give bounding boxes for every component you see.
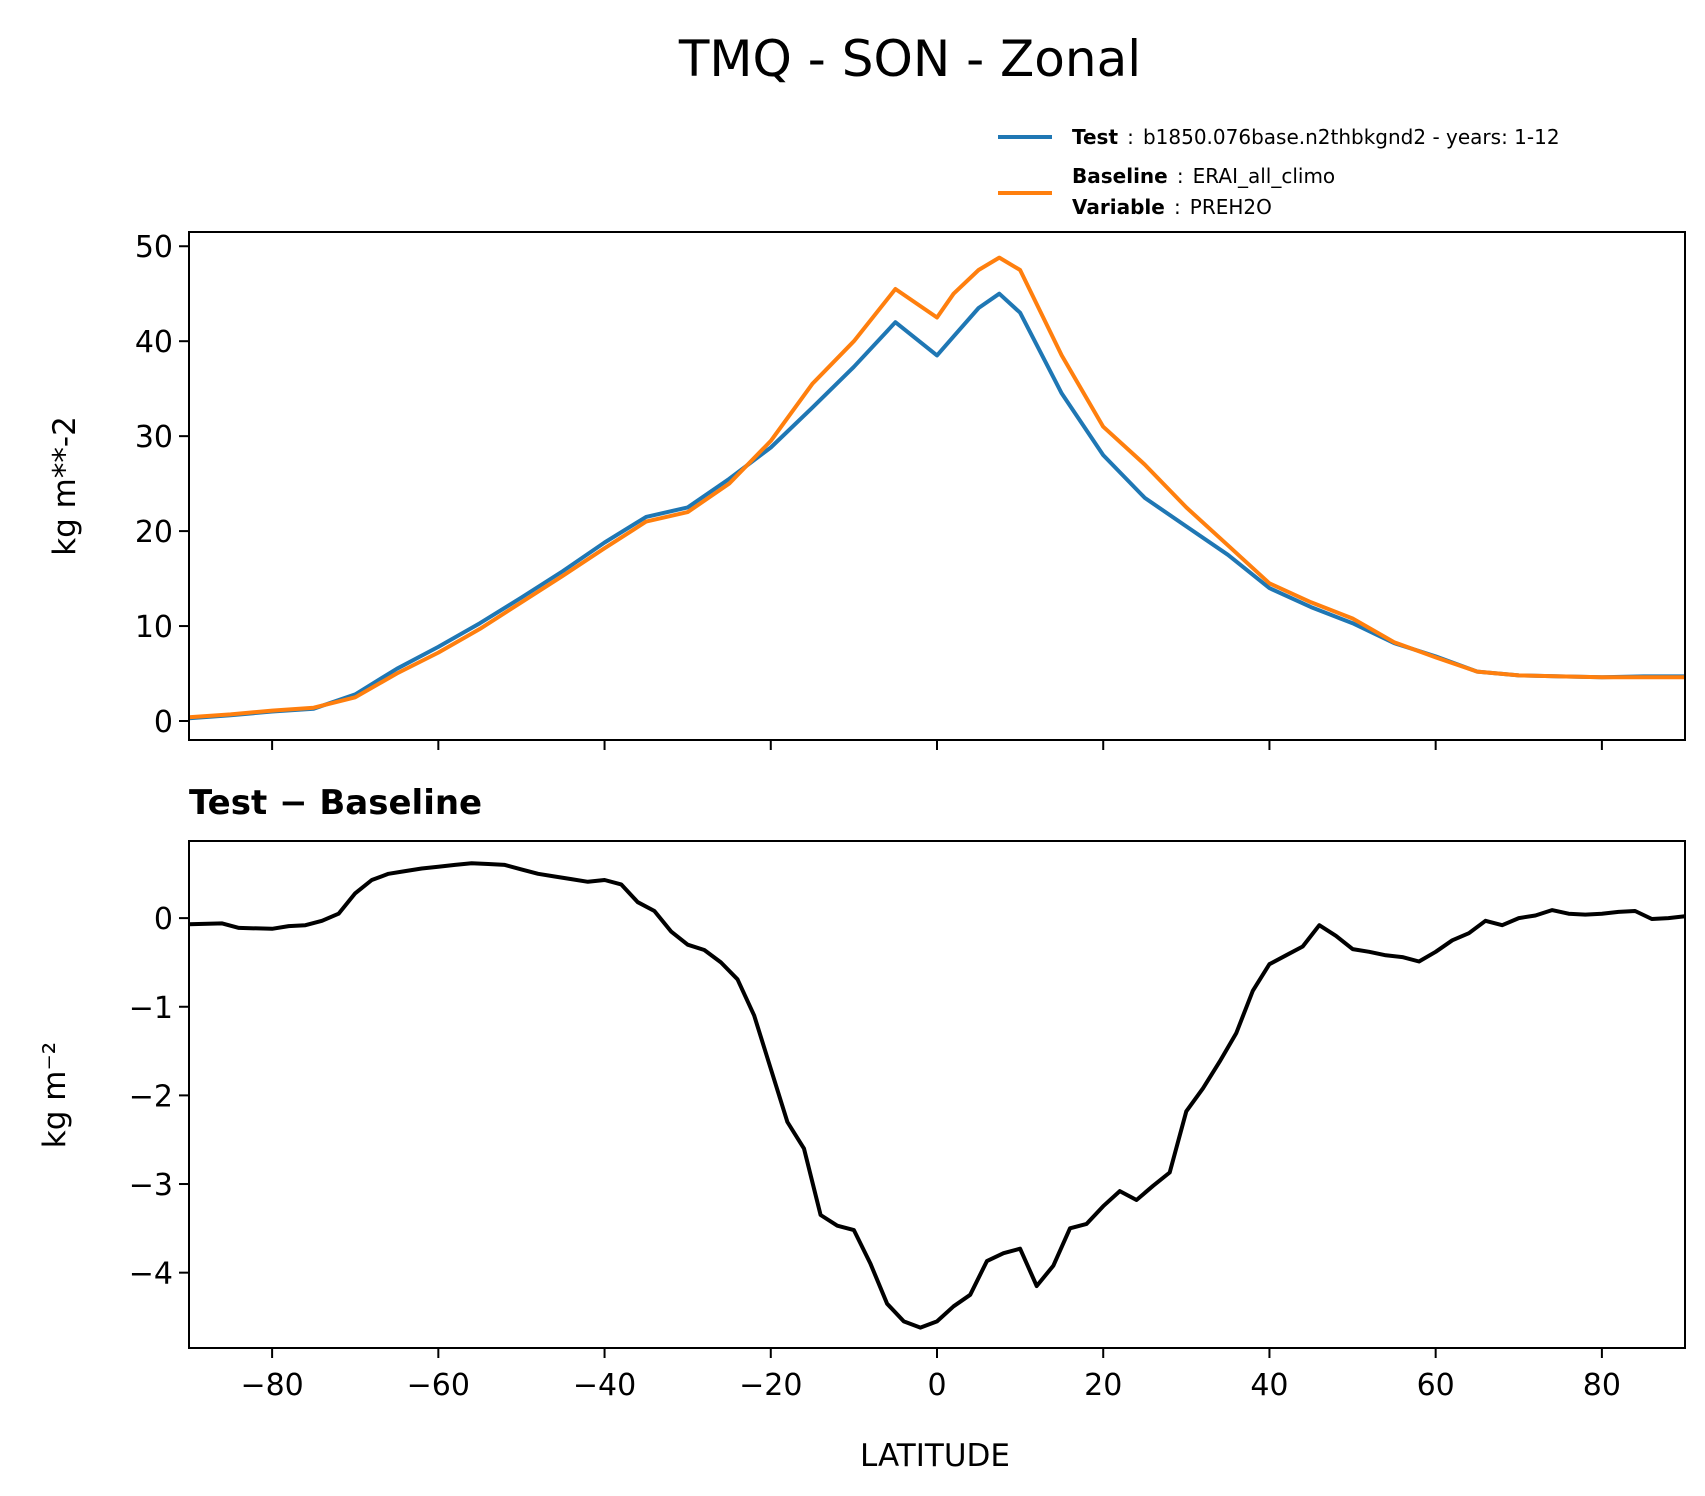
bottom-y-tick-label: −1: [129, 991, 173, 1026]
bottom-y-axis-label: kg m⁻²: [37, 1042, 73, 1148]
top-panel-lines: [188, 255, 1685, 721]
legend-text-baseline: ERAI_all_climo: [1193, 164, 1336, 188]
legend-key-test: Test: [1072, 125, 1118, 149]
legend-key-baseline: Baseline: [1072, 164, 1168, 188]
legend-sep-baseline: :: [1177, 164, 1184, 188]
x-tick-label: 80: [1583, 1368, 1621, 1403]
top-y-axis-label: kg m**-2: [47, 416, 83, 556]
bottom-panel: Test − Baseline −80 −60 −40 −20 0 20 40 60 80 0 −1…: [37, 783, 1686, 1474]
top-y-tick-label: 20: [135, 515, 173, 550]
x-tick-label: 20: [1084, 1368, 1122, 1403]
legend-text-variable: PREH2O: [1190, 195, 1272, 219]
series-line-test: [188, 291, 1685, 721]
x-tick-label: −40: [573, 1368, 636, 1403]
legend-key-variable: Variable: [1072, 195, 1165, 219]
figure-title: TMQ - SON - Zonal: [678, 30, 1141, 88]
top-y-tick-label: 50: [135, 230, 173, 265]
top-y-tick-label: 0: [154, 705, 173, 740]
top-y-tick-label: 40: [135, 325, 173, 360]
bottom-y-tick-label: −2: [129, 1079, 173, 1114]
legend-entry-test: Test : b1850.076base.n2thbkgnd2 - years:…: [1072, 125, 1560, 149]
bottom-y-tick-label: −3: [129, 1168, 173, 1203]
top-panel: 0 10 20 30 40 50 kg m**-2: [47, 230, 1686, 750]
top-panel-ticks: 0 10 20 30 40 50: [135, 230, 1603, 750]
legend-sep-variable: :: [1174, 195, 1181, 219]
bottom-y-tick-label: −4: [129, 1257, 173, 1292]
bottom-y-tick-label: 0: [154, 902, 173, 937]
x-tick-label: 40: [1250, 1368, 1288, 1403]
bottom-panel-frame: [188, 840, 1686, 1349]
x-axis-label: LATITUDE: [860, 1438, 1010, 1474]
bottom-panel-ticks: −80 −60 −40 −20 0 20 40 60 80 0 −1 −2 −3 −4: [129, 902, 1621, 1403]
series-line-baseline: [188, 255, 1685, 720]
legend-entry-baseline: Baseline : ERAI_all_climo: [1072, 164, 1335, 188]
x-tick-label: 0: [927, 1368, 946, 1403]
x-tick-label: −80: [240, 1368, 303, 1403]
top-y-tick-label: 10: [135, 610, 173, 645]
top-panel-frame: [188, 231, 1686, 741]
x-tick-label: −20: [739, 1368, 802, 1403]
legend: Test : b1850.076base.n2thbkgnd2 - years:…: [998, 125, 1560, 219]
bottom-panel-lines: [188, 861, 1686, 1330]
legend-text-test: b1850.076base.n2thbkgnd2 - years: 1-12: [1143, 125, 1560, 149]
series-line-difference: [188, 861, 1686, 1330]
x-tick-label: −60: [407, 1368, 470, 1403]
top-y-tick-label: 30: [135, 420, 173, 455]
x-tick-label: 60: [1417, 1368, 1455, 1403]
legend-entry-variable: Variable : PREH2O: [1072, 195, 1272, 219]
legend-sep-test: :: [1127, 125, 1134, 149]
bottom-panel-title: Test − Baseline: [189, 783, 482, 823]
